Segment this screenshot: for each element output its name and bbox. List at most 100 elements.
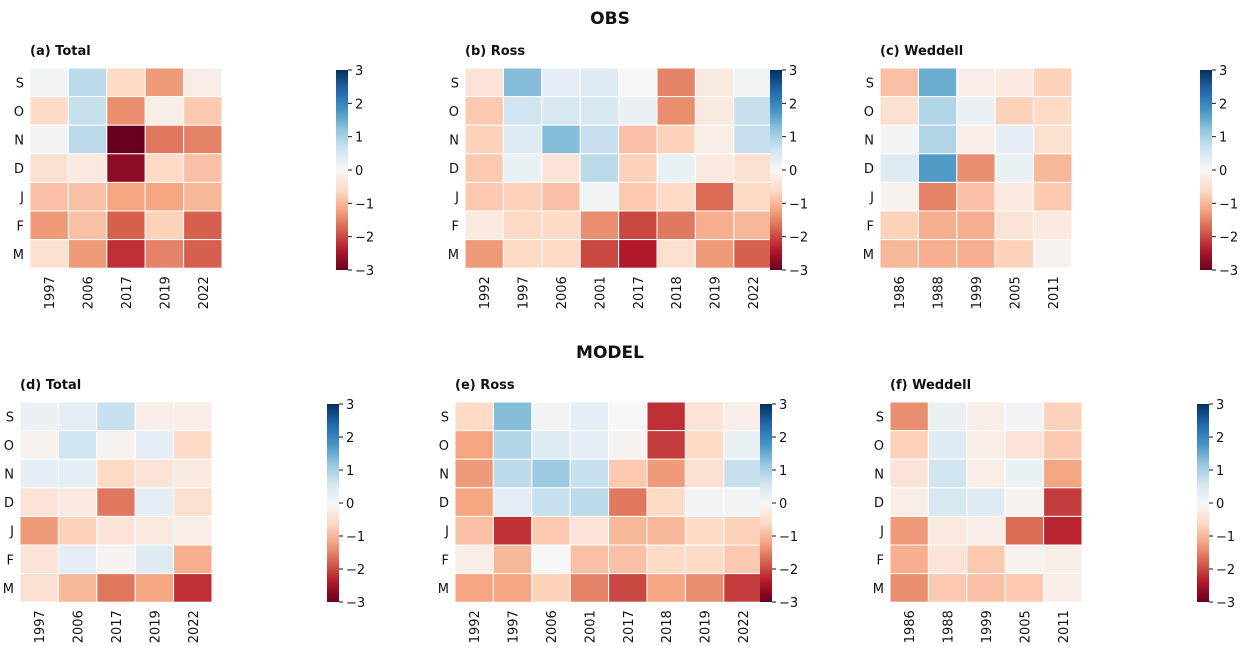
x-tick-label: 2022 — [737, 610, 752, 643]
colorbar-tick-label: −3 — [1216, 596, 1235, 611]
heatmap-cell — [1004, 515, 1045, 546]
colorbar-tick-label: 3 — [1219, 64, 1227, 79]
heatmap-cell — [1043, 401, 1083, 432]
heatmap-cell — [1033, 181, 1073, 212]
heatmap-cell — [1004, 487, 1045, 517]
colorbar-tick-label: 0 — [346, 497, 354, 512]
heatmap-cell — [1043, 573, 1083, 603]
colorbar-tick-label: 2 — [355, 97, 363, 112]
heatmap-cell — [608, 573, 648, 603]
heatmap-cell — [618, 67, 658, 98]
heatmap-cell — [57, 487, 98, 517]
heatmap-cell — [502, 67, 543, 98]
colorbar — [1200, 70, 1212, 270]
x-tick-label: 1992 — [468, 610, 483, 643]
heatmap-cell — [1033, 67, 1073, 98]
heatmap-cell — [723, 515, 763, 546]
heatmap-cell — [19, 573, 59, 603]
x-tick-label: 2022 — [747, 276, 762, 309]
heatmap-cell — [889, 573, 929, 603]
heatmap-cell — [889, 458, 929, 489]
heatmap-cell — [541, 67, 581, 98]
heatmap-cell — [19, 544, 59, 575]
heatmap-cell — [96, 487, 136, 517]
colorbar-tick-label: −2 — [779, 563, 798, 578]
heatmap-cell — [966, 401, 1006, 432]
y-tick-label: S — [16, 76, 24, 91]
heatmap-cell — [646, 573, 686, 603]
heatmap-cell — [57, 430, 98, 460]
heatmap-cell — [723, 458, 763, 489]
heatmap-cell — [134, 458, 175, 489]
heatmap-cell — [927, 515, 968, 546]
heatmap-cell — [57, 544, 98, 575]
y-tick-label: N — [874, 468, 884, 483]
heatmap-cell — [966, 573, 1006, 603]
y-tick-label: J — [454, 191, 459, 206]
heatmap-cell — [29, 124, 69, 155]
y-tick-label: M — [3, 582, 14, 597]
x-tick-label: 2022 — [197, 276, 212, 309]
y-tick-label: O — [874, 439, 884, 454]
colorbar — [760, 404, 772, 602]
x-tick-label: 1999 — [980, 610, 995, 643]
heatmap-cell — [96, 458, 136, 489]
heatmap-cell — [956, 210, 996, 241]
heatmap-cell — [541, 181, 581, 212]
colorbar-tick-label: 2 — [1219, 97, 1227, 112]
colorbar-tick-label: 1 — [779, 464, 787, 479]
heatmap-cell — [144, 124, 185, 155]
colorbar-tick-label: 2 — [789, 97, 797, 112]
colorbar — [327, 404, 339, 602]
heatmap-cell — [29, 239, 69, 269]
heatmap-cell — [144, 239, 185, 269]
heatmap-cell — [994, 239, 1035, 269]
x-tick-label: 2019 — [148, 610, 163, 643]
x-tick-label: 2006 — [555, 276, 570, 309]
y-tick-label: F — [442, 553, 449, 568]
heatmap-cell — [106, 153, 146, 183]
heatmap-cell — [1043, 430, 1083, 460]
heatmap-cell — [966, 544, 1006, 575]
heatmap-cell — [183, 239, 223, 269]
x-tick-label: 2017 — [110, 610, 125, 643]
heatmap-cell — [1043, 487, 1083, 517]
heatmap-cell — [134, 401, 175, 432]
y-tick-label: O — [14, 105, 24, 120]
heatmap-cell — [927, 458, 968, 489]
heatmap-cell — [694, 124, 735, 155]
heatmap-cell — [656, 181, 696, 212]
heatmap-cell — [917, 67, 958, 98]
heatmap-cell — [879, 210, 919, 241]
heatmap-cell — [67, 153, 108, 183]
colorbar — [1197, 404, 1209, 602]
y-tick-label: D — [864, 162, 874, 177]
heatmap-cell — [19, 401, 59, 432]
heatmap-cell — [492, 487, 533, 517]
heatmap-cell — [579, 96, 620, 126]
heatmap-cell — [1043, 458, 1083, 489]
colorbar-tick-label: −1 — [1219, 197, 1238, 212]
heatmap-cell — [694, 153, 735, 183]
y-tick-label: M — [448, 248, 459, 263]
heatmap-cell — [618, 210, 658, 241]
panel-title: (c) Weddell — [880, 44, 963, 59]
heatmap-cell — [646, 430, 686, 460]
heatmap-cell — [956, 239, 996, 269]
heatmap-cell — [733, 96, 773, 126]
heatmap-cell — [464, 124, 504, 155]
heatmap-cell — [723, 487, 763, 517]
heatmap-cell — [694, 67, 735, 98]
heatmap-cell — [541, 153, 581, 183]
colorbar-tick-label: 2 — [346, 431, 354, 446]
heatmap-cell — [464, 210, 504, 241]
colorbar-tick-label: 0 — [779, 497, 787, 512]
panel-title: (e) Ross — [455, 378, 515, 393]
heatmap-cell — [531, 401, 571, 432]
heatmap-cell — [183, 96, 223, 126]
heatmap-cell — [57, 573, 98, 603]
heatmap-cell — [57, 458, 98, 489]
heatmap-cell — [19, 515, 59, 546]
